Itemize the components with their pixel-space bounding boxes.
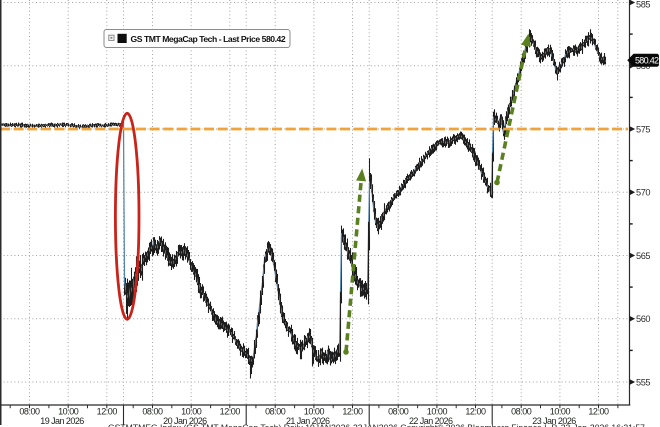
svg-text:12:00: 12:00	[220, 407, 241, 417]
svg-text:22 Jan 2026: 22 Jan 2026	[409, 416, 453, 426]
svg-text:GS TMT MegaCap Tech - Last Pri: GS TMT MegaCap Tech - Last Price 580.42	[131, 34, 286, 44]
svg-text:10:00: 10:00	[427, 407, 448, 417]
svg-text:565: 565	[636, 251, 650, 261]
svg-text:12:00: 12:00	[342, 407, 363, 417]
svg-text:10:00: 10:00	[304, 407, 325, 417]
svg-text:555: 555	[636, 377, 650, 387]
svg-text:12:00: 12:00	[588, 407, 609, 417]
svg-text:08:00: 08:00	[142, 407, 163, 417]
svg-text:12:00: 12:00	[97, 407, 118, 417]
svg-text:08:00: 08:00	[265, 407, 286, 417]
svg-text:19 Jan 2026: 19 Jan 2026	[40, 416, 84, 426]
svg-text:23 Jan 2026: 23 Jan 2026	[532, 416, 576, 426]
svg-text:12:00: 12:00	[465, 407, 486, 417]
svg-text:570: 570	[636, 188, 650, 198]
svg-text:08:00: 08:00	[19, 407, 40, 417]
svg-text:21 Jan 2026: 21 Jan 2026	[286, 416, 330, 426]
svg-text:08:00: 08:00	[511, 407, 532, 417]
svg-text:575: 575	[636, 124, 650, 134]
svg-text:08:00: 08:00	[388, 407, 409, 417]
svg-text:10:00: 10:00	[181, 407, 202, 417]
svg-text:10:00: 10:00	[550, 407, 571, 417]
svg-text:10:00: 10:00	[58, 407, 79, 417]
svg-text:GSTMTMEG Index (GS TMT MegaCap: GSTMTMEG Index (GS TMT MegaCap Tech) Dai…	[108, 423, 645, 427]
svg-text:580.42: 580.42	[635, 56, 659, 66]
svg-text:585: 585	[636, 0, 650, 9]
svg-text:560: 560	[636, 314, 650, 324]
svg-text:20 Jan 2026: 20 Jan 2026	[163, 416, 207, 426]
